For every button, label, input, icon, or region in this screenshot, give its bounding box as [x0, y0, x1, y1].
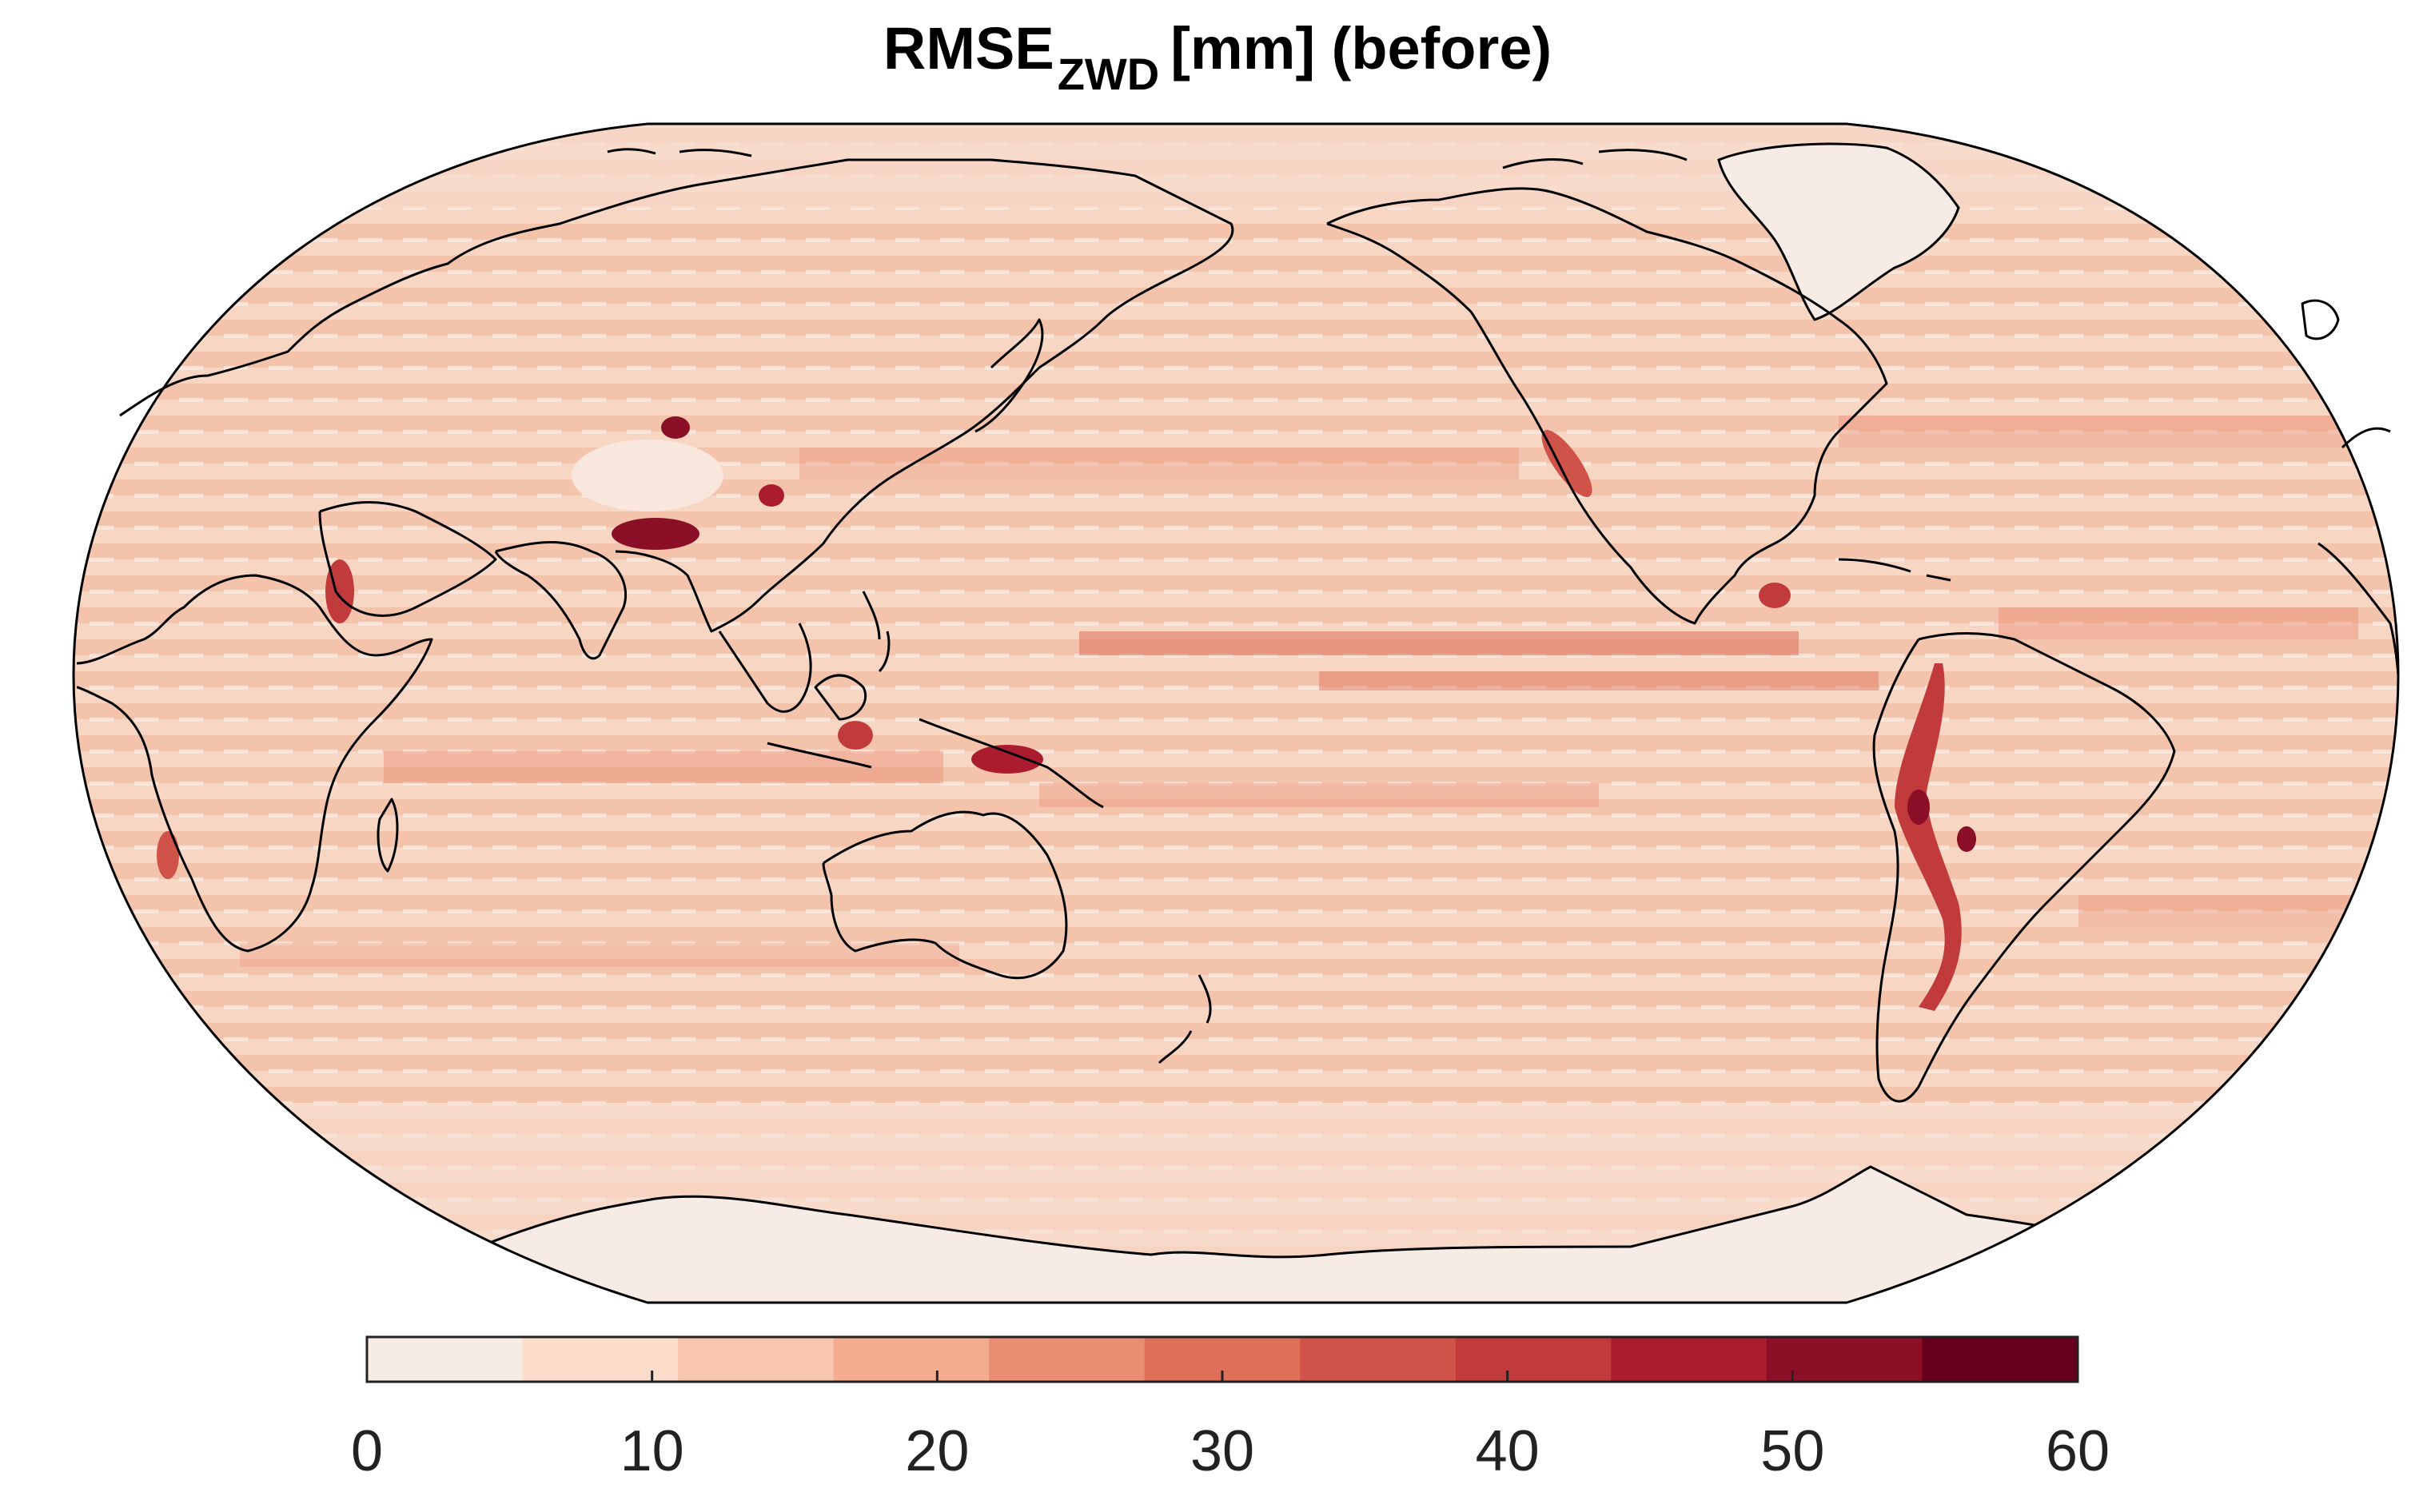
- greenland-landmass: [1717, 142, 1960, 321]
- northamerica-coastline: [1326, 187, 1888, 625]
- japan-coastline: [974, 318, 1044, 433]
- colorbar-swatch: [989, 1337, 1146, 1382]
- colorbar-tick-label: 20: [905, 1419, 969, 1483]
- colorbar-tick-label: 0: [351, 1419, 383, 1483]
- arabia-coastline: [318, 500, 497, 617]
- colorbar-swatch: [367, 1337, 524, 1382]
- colorbar-swatch: [1300, 1337, 1457, 1382]
- tibet-low-region: [572, 440, 723, 511]
- colorbar-swatch: [1766, 1337, 1923, 1382]
- colorbar-swatches: [367, 1337, 2078, 1382]
- colorbar-swatch: [522, 1337, 679, 1382]
- australia-coastline: [822, 810, 1068, 980]
- colorbar-tick-label: 10: [620, 1419, 684, 1483]
- indonesia-coastline: [767, 674, 1104, 809]
- caribbean-coastline: [1838, 558, 1951, 582]
- title-main: RMSE: [883, 15, 1054, 82]
- colorbar-tick-labels: 0 10 20 30 40 50 60: [351, 1419, 2110, 1483]
- arctic-islands-coastline: [607, 148, 1688, 169]
- antarctica-landmass: [397, 1165, 2240, 1303]
- indochina-coastline: [718, 623, 812, 713]
- africa-west-edge-coastline: [2317, 542, 2400, 676]
- colorbar-tick-label: 30: [1190, 1419, 1254, 1483]
- colorbar-tick-label: 60: [2046, 1419, 2110, 1483]
- globe-outline: [72, 122, 2400, 1304]
- title-rest: [mm] (before): [1170, 15, 1552, 82]
- southamerica-coastline: [1872, 632, 2176, 1103]
- india-coastline: [494, 540, 628, 660]
- coastlines: [76, 148, 2400, 1103]
- madagascar-coastline: [377, 798, 399, 873]
- hotspots: [157, 416, 1976, 1011]
- colorbar-swatch: [1611, 1337, 1767, 1382]
- africa-coastline: [76, 574, 433, 953]
- colorbar-swatch: [833, 1337, 990, 1382]
- title-subscript: ZWD: [1057, 49, 1160, 99]
- map-title: RMSEZWD [mm] (before): [0, 14, 2435, 100]
- colorbar-tick-label: 50: [1760, 1419, 1824, 1483]
- colorbar-swatch: [1922, 1337, 2078, 1382]
- philippines-coastline: [862, 591, 891, 673]
- colorbar-ticks: [651, 1371, 1794, 1382]
- colorbar-swatch: [678, 1337, 835, 1382]
- colorbar-swatch: [1455, 1337, 1612, 1382]
- newzealand-coastline: [1158, 974, 1212, 1064]
- colorbar-tick-label: 40: [1476, 1419, 1540, 1483]
- eurasia-coastline: [119, 158, 1234, 633]
